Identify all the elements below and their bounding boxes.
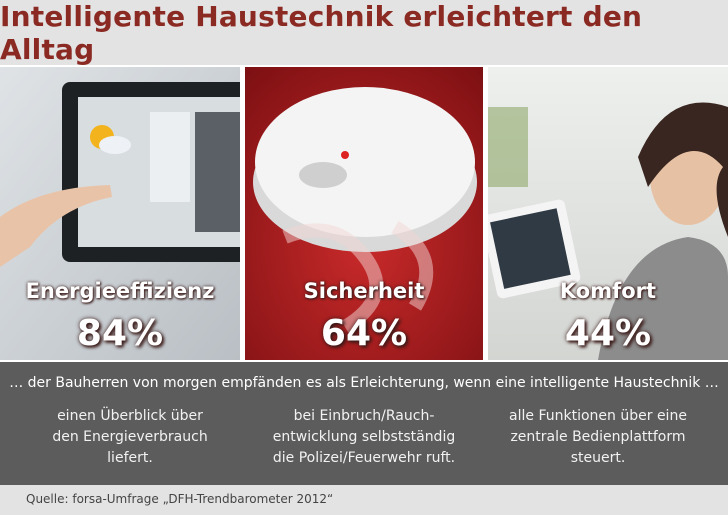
header: Intelligente Haustechnik erleichtert den… bbox=[0, 0, 728, 66]
panel-label: Komfort bbox=[559, 279, 657, 303]
statement-line: entwicklung selbstständig bbox=[272, 429, 456, 445]
footer: Quelle: forsa-Umfrage „DFH-Trendbaromete… bbox=[0, 485, 728, 515]
photo-woman-tablet bbox=[488, 67, 728, 360]
statement-line: bei Einbruch/Rauch- bbox=[293, 408, 435, 424]
statement-line: den Energieverbrauch bbox=[52, 429, 208, 445]
statement-line: einen Überblick über bbox=[57, 408, 203, 424]
panel-label: Energieeffizienz bbox=[25, 279, 215, 303]
statement-line: alle Funktionen über eine bbox=[509, 408, 687, 424]
panel-percent: 84% bbox=[76, 313, 164, 354]
panel: Komfort 44% bbox=[488, 67, 728, 360]
statement-line: die Polizei/Feuerwehr ruft. bbox=[272, 450, 456, 466]
source: Quelle: forsa-Umfrage „DFH-Trendbaromete… bbox=[26, 492, 334, 506]
panel-percent: 44% bbox=[564, 313, 652, 354]
intro-text: … der Bauherren von morgen empfänden es … bbox=[9, 375, 719, 391]
panel-percent: 64% bbox=[320, 313, 408, 354]
photo-tablet bbox=[0, 67, 240, 360]
title: Intelligente Haustechnik erleichtert den… bbox=[0, 0, 643, 66]
statement-band: … der Bauherren von morgen empfänden es … bbox=[0, 362, 728, 485]
statement: einen Überblick über den Energieverbrauc… bbox=[20, 406, 240, 469]
panel: Energieeffizienz 84% bbox=[0, 67, 240, 360]
photo-smoke-detector bbox=[245, 67, 483, 360]
statement-line: liefert. bbox=[107, 450, 153, 466]
statement: alle Funktionen über eine zentrale Bedie… bbox=[488, 406, 708, 469]
statement-line: zentrale Bedienplattform bbox=[510, 429, 686, 445]
panel: Sicherheit 64% bbox=[245, 67, 483, 360]
statement: bei Einbruch/Rauch- entwicklung selbstst… bbox=[254, 406, 474, 469]
panel-label: Sicherheit bbox=[303, 279, 425, 303]
statement-line: steuert. bbox=[570, 450, 626, 466]
